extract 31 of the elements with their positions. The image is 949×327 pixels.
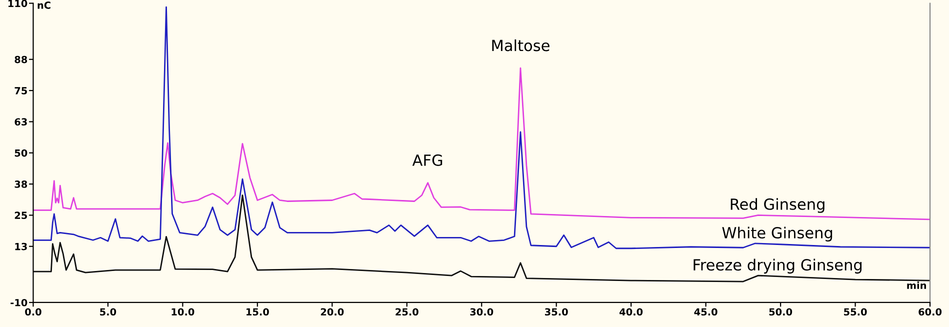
- y-tick-label: 25: [14, 212, 27, 220]
- x-tick-label: 15.0: [246, 308, 269, 316]
- x-axis-title: min: [907, 282, 926, 289]
- x-tick-label: 55.0: [844, 308, 867, 316]
- y-tick-label: 50: [14, 149, 28, 157]
- y-tick-label: 38: [14, 180, 28, 188]
- y-tick-label: 110: [8, 0, 28, 8]
- y-axis-title: nC: [38, 2, 50, 9]
- line-series: [33, 194, 930, 282]
- series-label: Red Ginseng: [730, 198, 824, 213]
- x-tick-label: 50.0: [769, 308, 792, 316]
- x-tick-label: 35.0: [545, 308, 568, 316]
- y-tick-label: 63: [14, 118, 27, 126]
- series-label: White Ginseng: [722, 226, 832, 242]
- x-tick-label: 25.0: [396, 308, 418, 316]
- x-tick-label: 10.0: [172, 308, 194, 316]
- y-tick-label: -10: [10, 298, 28, 306]
- x-tick-label: 20.0: [320, 308, 344, 316]
- x-tick-label: 45.0: [694, 308, 718, 316]
- annotation: AFG: [412, 154, 442, 166]
- x-tick-label: 30.0: [470, 308, 494, 316]
- series-label: Freeze drying Ginseng: [694, 258, 862, 274]
- x-tick-label: 60.0: [918, 308, 942, 316]
- line-series: [33, 67, 930, 220]
- y-tick-label: 88: [14, 56, 28, 64]
- x-tick-label: 40.0: [620, 308, 643, 316]
- y-tick-label: 75: [14, 87, 27, 94]
- annotation: Maltose: [492, 39, 550, 52]
- y-tick-label: 13: [15, 242, 27, 250]
- x-tick-label: 5.0: [100, 308, 116, 316]
- x-tick-label: 0.0: [25, 308, 42, 316]
